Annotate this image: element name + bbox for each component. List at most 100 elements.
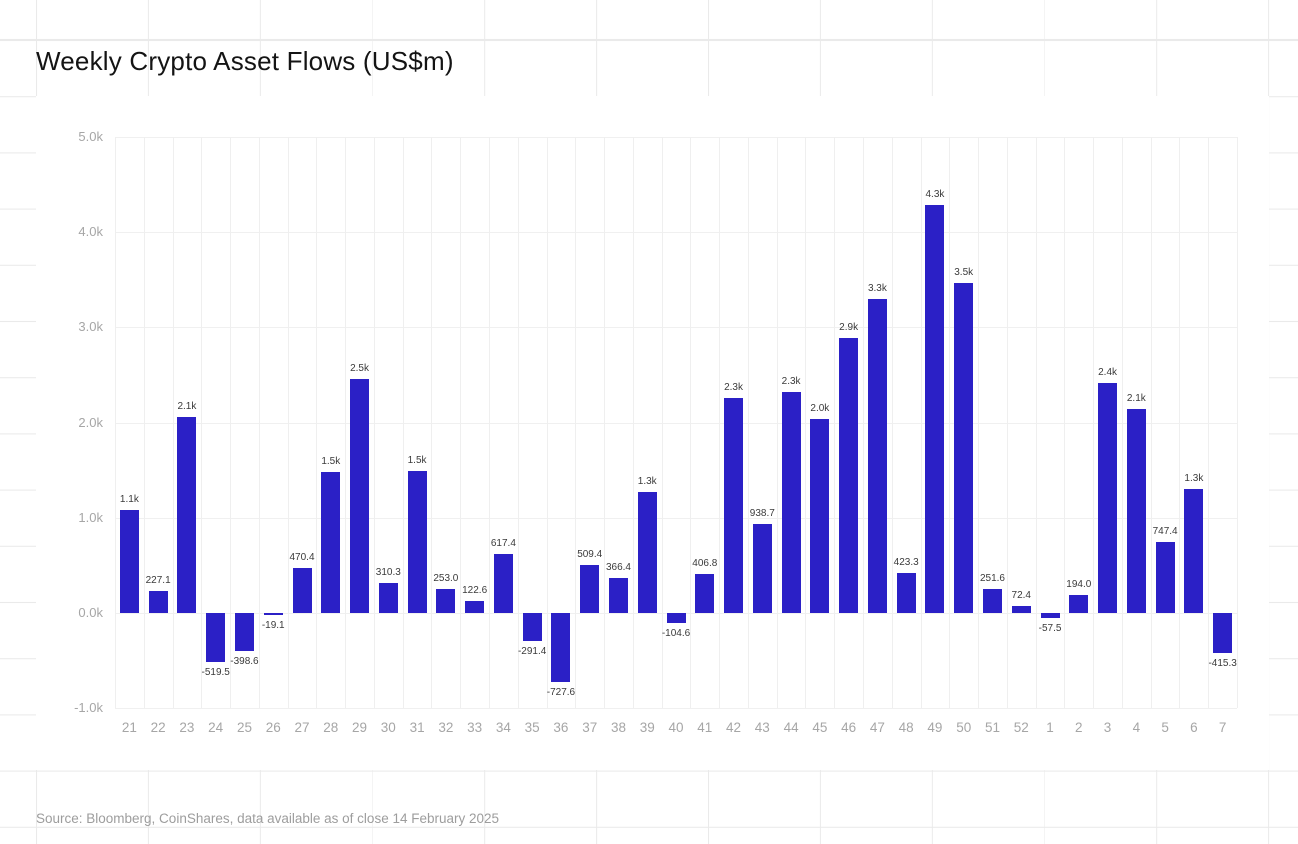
- column-gridline: [661, 137, 663, 709]
- x-tick-label: 2: [1075, 720, 1083, 735]
- bar: [867, 298, 887, 613]
- x-tick-label: 38: [610, 720, 626, 735]
- x-tick-label: 29: [352, 720, 368, 735]
- x-tick-label: 45: [812, 720, 828, 735]
- column-gridline: [201, 137, 203, 709]
- bar-value-label: 470.4: [289, 552, 315, 564]
- bar-value-label: 1.3k: [637, 476, 657, 488]
- bar: [1184, 489, 1204, 613]
- x-tick-label: 41: [697, 720, 713, 735]
- bar-value-label: 2.3k: [724, 381, 743, 393]
- column-gridline: [1093, 137, 1095, 709]
- x-tick-label: 1: [1046, 720, 1054, 735]
- bar-value-label: -104.6: [661, 627, 691, 639]
- bar-value-label: -291.4: [517, 645, 547, 657]
- bar-value-label: 251.6: [979, 573, 1005, 585]
- bar: [1155, 541, 1175, 613]
- bar-value-label: 1.1k: [119, 494, 139, 506]
- x-tick-label: 28: [323, 720, 339, 735]
- bar-value-label: 366.4: [605, 562, 631, 574]
- column-gridline: [1179, 137, 1181, 709]
- y-tick-label: 0.0k: [78, 605, 103, 620]
- x-tick-label: 48: [898, 720, 914, 735]
- bar-value-label: -398.6: [230, 655, 259, 667]
- bar: [752, 523, 772, 613]
- bar-value-label: 2.3k: [781, 376, 801, 388]
- bar: [1011, 606, 1031, 613]
- bar-value-label: 253.0: [433, 572, 459, 584]
- x-tick-label: 3: [1103, 720, 1112, 735]
- x-tick-label: 31: [409, 720, 425, 735]
- x-tick-label: 44: [783, 720, 799, 735]
- source-note: Source: Bloomberg, CoinShares, data avai…: [36, 811, 500, 826]
- column-gridline: [230, 137, 232, 709]
- column-gridline: [863, 137, 865, 709]
- column-gridline: [747, 137, 749, 709]
- x-tick-label: 35: [524, 720, 540, 735]
- column-gridline: [373, 137, 375, 709]
- x-tick-label: 49: [927, 720, 943, 735]
- column-gridline: [920, 137, 922, 709]
- x-tick-label: 34: [495, 720, 511, 735]
- y-gridline: [115, 708, 1238, 710]
- x-tick-label: 30: [380, 720, 396, 735]
- column-gridline: [489, 137, 490, 709]
- bar: [234, 613, 254, 651]
- x-tick-label: 4: [1132, 720, 1141, 735]
- column-gridline: [1150, 137, 1152, 709]
- x-tick-label: 32: [438, 720, 454, 735]
- x-tick-label: 43: [754, 720, 770, 735]
- bar: [177, 416, 197, 613]
- x-tick-label: 42: [726, 720, 742, 735]
- x-tick-label: 24: [208, 720, 224, 735]
- bar-value-label: 2.1k: [177, 400, 197, 412]
- bar: [1040, 613, 1060, 619]
- column-gridline: [172, 137, 174, 709]
- column-gridline: [258, 137, 260, 709]
- bar-value-label: 72.4: [1011, 590, 1031, 602]
- x-tick-label: 50: [956, 720, 972, 735]
- bar: [522, 613, 542, 641]
- x-tick-label: 21: [121, 720, 137, 735]
- bar-value-label: 2.0k: [810, 402, 830, 414]
- y-tick-label: 4.0k: [78, 224, 103, 240]
- bar-value-label: 423.3: [893, 556, 919, 568]
- column-gridline: [316, 137, 318, 709]
- bar: [493, 554, 513, 613]
- column-gridline: [1006, 137, 1008, 709]
- bar: [119, 510, 139, 613]
- y-gridline: [115, 327, 1238, 329]
- bar-value-label: 122.6: [462, 585, 488, 597]
- y-gridline: [115, 422, 1238, 424]
- column-gridline: [604, 137, 606, 709]
- bar: [925, 204, 945, 613]
- bar: [608, 578, 628, 613]
- bar: [1069, 594, 1089, 613]
- column-gridline: [949, 137, 951, 709]
- column-gridline: [1208, 137, 1210, 709]
- y-tick-label: 5.0k: [78, 129, 103, 144]
- bar-value-label: 3.5k: [954, 266, 974, 278]
- bar-value-label: -519.5: [201, 667, 230, 679]
- x-tick-label: 5: [1161, 720, 1169, 735]
- bar: [206, 613, 226, 663]
- bar: [148, 591, 168, 613]
- bar: [321, 472, 341, 613]
- bar: [378, 583, 398, 613]
- bar-value-label: 1.5k: [407, 455, 427, 467]
- bar-value-label: 617.4: [490, 538, 516, 550]
- bar: [810, 418, 830, 613]
- x-tick-label: 37: [582, 720, 598, 735]
- bar-value-label: 4.3k: [925, 188, 945, 200]
- x-tick-label: 7: [1218, 720, 1227, 735]
- bar-value-label: 2.5k: [350, 362, 369, 374]
- bar: [637, 492, 657, 613]
- column-gridline: [834, 137, 836, 709]
- column-gridline: [1237, 137, 1239, 709]
- column-gridline: [978, 137, 980, 709]
- bar: [1098, 382, 1118, 613]
- bar: [781, 392, 801, 613]
- column-gridline: [575, 137, 577, 709]
- column-gridline: [143, 137, 145, 709]
- column-gridline: [431, 137, 433, 709]
